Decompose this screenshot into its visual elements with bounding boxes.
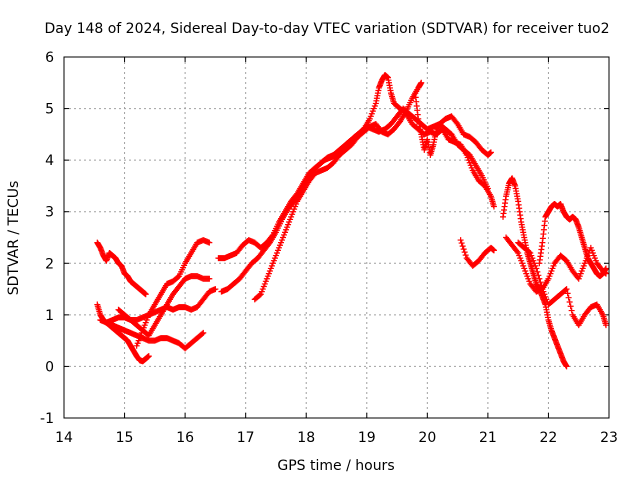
data-point [175, 274, 182, 281]
x-tick-label: 15 [116, 430, 134, 446]
x-tick-label: 18 [297, 430, 315, 446]
data-point [567, 303, 574, 310]
data-point [206, 275, 213, 282]
y-tick-label: 0 [45, 359, 54, 375]
y-tick-label: 2 [45, 256, 54, 272]
data-point [212, 286, 219, 293]
series-track-n [515, 239, 609, 329]
data-point [200, 329, 207, 336]
series-track-f [133, 237, 213, 349]
series-track-k [457, 237, 497, 269]
data-point [461, 249, 468, 256]
data-point [537, 279, 544, 286]
data-point [459, 243, 466, 250]
data-point [563, 363, 570, 370]
data-point [290, 199, 297, 206]
series-track-a [94, 239, 149, 298]
x-axis-label: GPS time / hours [277, 458, 394, 474]
data-point [490, 203, 497, 210]
y-tick-label: -1 [40, 411, 54, 427]
series-track-o [536, 200, 609, 280]
data-point [206, 239, 213, 246]
data-point [453, 119, 460, 126]
series-track-h [218, 105, 491, 295]
data-point [566, 298, 573, 305]
data-point [602, 265, 609, 272]
x-tick-label: 23 [600, 430, 618, 446]
data-point [565, 294, 572, 301]
data-point [460, 246, 467, 253]
data-point [535, 272, 542, 279]
data-layer [94, 72, 609, 370]
y-tick-label: 4 [45, 153, 54, 169]
data-point [534, 268, 541, 275]
data-point [487, 149, 494, 156]
data-point [533, 265, 540, 272]
data-point [536, 275, 543, 282]
y-tick-label: 1 [45, 308, 54, 324]
x-tick-label: 21 [479, 430, 497, 446]
x-tick-label: 22 [540, 430, 558, 446]
data-point [564, 290, 571, 297]
data-point [265, 240, 272, 247]
data-point [145, 353, 152, 360]
data-point [490, 247, 497, 254]
plot-frame [63, 56, 610, 419]
y-tick-label: 5 [45, 102, 54, 118]
data-point [563, 286, 570, 293]
x-tick-label: 14 [55, 430, 73, 446]
data-point [256, 292, 263, 299]
y-tick-label: 3 [45, 205, 54, 221]
data-point [418, 79, 425, 86]
x-tick-label: 17 [237, 430, 255, 446]
series-track-j [412, 90, 494, 158]
data-point [514, 248, 521, 255]
grid-layer [64, 57, 609, 418]
data-point [396, 119, 403, 126]
x-tick-label: 16 [176, 430, 194, 446]
data-point [462, 252, 469, 259]
y-tick-label: 6 [45, 50, 54, 66]
data-point [457, 237, 464, 244]
data-point [568, 307, 575, 314]
data-point [526, 249, 533, 256]
data-point [562, 286, 569, 293]
data-point [142, 291, 149, 298]
data-point [538, 282, 545, 289]
data-point [458, 240, 465, 247]
chart-title: Day 148 of 2024, Sidereal Day-to-day VTE… [44, 21, 609, 37]
data-point [484, 185, 491, 192]
y-axis-label: SDTVAR / TECUs [6, 181, 22, 296]
x-tick-label: 20 [418, 430, 436, 446]
data-point [602, 322, 609, 329]
data-point [199, 330, 206, 337]
x-tick-label: 19 [358, 430, 376, 446]
series-track-g [215, 72, 497, 262]
